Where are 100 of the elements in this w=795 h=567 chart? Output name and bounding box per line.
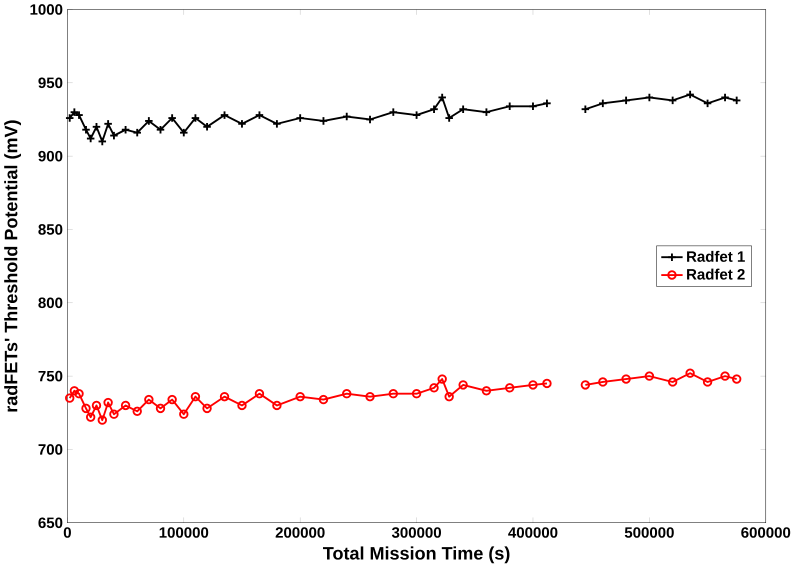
x-tick-label: 300000	[392, 527, 441, 538]
x-tick-label: 0	[64, 527, 71, 538]
point	[167, 113, 177, 123]
legend-label: Radfet 1	[687, 250, 745, 262]
point	[98, 415, 107, 425]
point	[237, 118, 247, 128]
point	[720, 371, 730, 381]
point	[318, 394, 328, 404]
point	[720, 92, 730, 102]
point	[120, 400, 130, 410]
point	[702, 377, 712, 386]
point	[179, 409, 188, 419]
y-tick-label: 850	[38, 224, 62, 235]
point	[685, 368, 695, 378]
point	[365, 114, 375, 124]
point	[598, 98, 608, 108]
point	[365, 392, 375, 402]
point	[437, 374, 447, 384]
y-tick-label: 950	[38, 77, 62, 88]
point	[81, 124, 91, 134]
y-tick-label: 650	[38, 517, 62, 528]
y-axis-title: radFETs' Threshold Potential (mV)	[4, 120, 21, 412]
point	[505, 101, 514, 111]
point	[86, 412, 96, 422]
point	[482, 107, 492, 117]
point	[542, 378, 552, 388]
point	[458, 104, 468, 114]
point	[429, 382, 439, 392]
point	[702, 98, 712, 108]
point	[388, 107, 398, 117]
point	[167, 394, 177, 404]
point	[237, 400, 247, 410]
point	[318, 116, 328, 126]
point	[202, 403, 212, 413]
point	[81, 403, 91, 413]
point	[668, 377, 678, 386]
point	[132, 406, 142, 416]
x-tick-label: 100000	[160, 527, 208, 538]
point	[505, 382, 514, 392]
x-axis-title: Total Mission Time (s)	[323, 546, 510, 564]
point	[444, 392, 454, 402]
point	[295, 392, 305, 402]
point	[388, 388, 398, 398]
point	[220, 110, 230, 120]
point	[598, 377, 608, 386]
point	[272, 400, 282, 410]
y-tick-label: 750	[38, 370, 62, 382]
point	[528, 101, 538, 111]
point	[190, 113, 200, 123]
point	[429, 104, 439, 114]
point	[295, 113, 305, 123]
point	[621, 374, 631, 384]
point	[644, 92, 654, 102]
point	[254, 388, 264, 398]
point	[342, 112, 352, 122]
x-tick-label: 200000	[276, 527, 325, 538]
point	[92, 400, 102, 410]
point	[103, 118, 113, 128]
point	[342, 388, 352, 398]
point	[86, 134, 96, 144]
point	[412, 388, 422, 398]
point	[685, 90, 695, 100]
point	[668, 96, 678, 105]
x-tick-label: 500000	[624, 527, 674, 538]
point	[444, 113, 454, 123]
x-tick-label: 600000	[741, 527, 790, 538]
point	[437, 92, 447, 102]
point	[109, 409, 119, 419]
point	[70, 386, 80, 396]
point	[132, 128, 142, 138]
point	[74, 388, 84, 398]
point	[621, 96, 631, 105]
point	[179, 128, 188, 138]
point	[98, 136, 107, 146]
point	[190, 392, 200, 402]
point	[254, 110, 264, 120]
y-tick-label: 700	[38, 444, 62, 455]
point	[120, 124, 130, 134]
point	[220, 392, 230, 402]
point	[482, 386, 492, 396]
y-tick-label: 800	[38, 297, 62, 308]
point	[103, 398, 113, 408]
point	[144, 394, 154, 404]
point	[202, 122, 212, 132]
point	[92, 122, 102, 132]
point	[412, 110, 422, 120]
point	[156, 124, 166, 134]
point	[156, 403, 166, 413]
x-tick-label: 400000	[508, 527, 558, 538]
legend-label: Radfet 2	[687, 268, 745, 280]
point	[542, 98, 552, 108]
point	[580, 104, 590, 114]
point	[644, 371, 654, 381]
y-tick-label: 900	[38, 150, 62, 162]
point	[144, 116, 154, 126]
point	[580, 380, 590, 390]
y-tick-label: 1000	[30, 4, 62, 15]
point	[109, 130, 119, 140]
point	[458, 380, 468, 390]
point	[272, 118, 282, 128]
